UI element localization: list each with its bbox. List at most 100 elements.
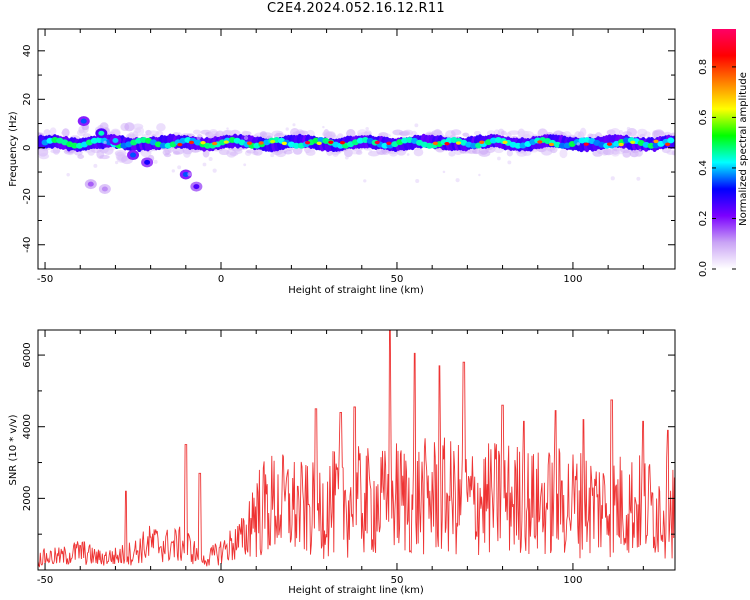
spectrogram-y-tick-label: 0 bbox=[22, 145, 33, 151]
spectrogram-cell bbox=[61, 128, 70, 137]
spectrogram-cell bbox=[177, 165, 182, 170]
spectrogram-cell bbox=[401, 130, 411, 136]
spectrogram-cell bbox=[355, 150, 363, 155]
spectrogram-cell bbox=[292, 142, 300, 149]
spectrogram-cell bbox=[425, 142, 433, 149]
spectrogram-cell bbox=[253, 149, 263, 156]
spectrogram-x-axis-label: Height of straight line (km) bbox=[288, 285, 424, 296]
spectrogram-y-tick-label: 40 bbox=[22, 44, 33, 57]
spectrogram-cell bbox=[292, 123, 296, 127]
spectrogram-cell bbox=[369, 149, 373, 153]
spectrogram-cell bbox=[316, 141, 322, 146]
spectrogram-cell bbox=[583, 142, 589, 146]
spectrogram-cell bbox=[202, 162, 207, 167]
spectrogram-cell bbox=[243, 163, 247, 167]
spectrogram-cell bbox=[234, 148, 243, 154]
spectrogram-cell bbox=[415, 178, 420, 184]
spectrogram-cell bbox=[413, 148, 424, 157]
spectrogram-cell bbox=[200, 140, 206, 145]
spectrogram-x-tick-label: 100 bbox=[563, 274, 582, 285]
spectrogram-cell bbox=[187, 172, 192, 177]
spectrogram-cell bbox=[212, 141, 218, 146]
spectrogram-x-tick-label: 50 bbox=[391, 274, 404, 285]
snr-y-tick-label: 4000 bbox=[22, 414, 33, 439]
spectrogram-cell bbox=[630, 140, 636, 145]
spectrogram-cell bbox=[208, 157, 213, 161]
spectrogram-cell bbox=[551, 149, 556, 153]
spectrogram-x-tick-label: -50 bbox=[37, 274, 53, 285]
spectrogram-cell bbox=[610, 176, 615, 181]
spectrogram-cell bbox=[114, 160, 119, 165]
figure-title: C2E4.2024.052.16.12.R11 bbox=[267, 1, 445, 16]
colorbar-tick-label: 0.0 bbox=[698, 261, 709, 277]
spectrogram-cell bbox=[328, 140, 334, 144]
snr-x-tick-label: 0 bbox=[218, 575, 224, 586]
spectrogram-cell bbox=[450, 129, 462, 136]
spectrogram-cell bbox=[548, 142, 555, 147]
spectrogram-cell bbox=[258, 141, 264, 145]
colorbar-tick-label: 0.6 bbox=[698, 109, 709, 125]
spectrogram-cell bbox=[49, 127, 57, 135]
spectrogram-cell bbox=[285, 127, 289, 131]
spectrogram-cell bbox=[193, 129, 201, 135]
snr-y-axis-label: SNR (10 * v/v) bbox=[8, 414, 19, 485]
spectrogram-cell bbox=[502, 140, 508, 144]
spectrogram-cell bbox=[654, 130, 665, 136]
spectrogram-cell bbox=[386, 141, 392, 146]
spectrogram-cell bbox=[246, 141, 253, 145]
spectrogram-feature bbox=[193, 184, 200, 190]
spectrogram-cell bbox=[196, 135, 201, 140]
spectrogram-cell bbox=[344, 155, 349, 160]
spectrogram-cell bbox=[497, 156, 501, 161]
snr-plot-area bbox=[38, 330, 675, 570]
spectrogram-x-tick-label: 0 bbox=[218, 274, 224, 285]
spectrogram-feature bbox=[101, 186, 108, 192]
spectrogram-cell bbox=[507, 160, 512, 165]
spectrogram-feature bbox=[98, 130, 105, 136]
spectrogram-y-tick-label: -40 bbox=[22, 237, 33, 253]
snr-frame bbox=[37, 329, 676, 571]
spectrogram-y-tick-label: 20 bbox=[22, 93, 33, 106]
spectrogram-cell bbox=[99, 154, 110, 160]
spectrogram-feature bbox=[144, 159, 151, 165]
spectrogram-cell bbox=[559, 148, 568, 159]
spectrogram-panel: -50 0 50 100 -40 -20 0 20 40 Height of straight … bbox=[8, 28, 676, 296]
snr-y-tick-label: 6000 bbox=[22, 342, 33, 367]
spectrogram-cell bbox=[223, 140, 229, 144]
spectrogram-cell bbox=[103, 140, 107, 145]
spectrogram-cell bbox=[442, 170, 446, 174]
spectrogram-cell bbox=[204, 142, 212, 149]
spectrogram-cell bbox=[448, 150, 456, 157]
spectrogram-cell bbox=[339, 140, 346, 145]
spectrogram-cell bbox=[159, 142, 167, 149]
spectrogram-cell bbox=[618, 129, 623, 134]
spectrogram-cell bbox=[618, 142, 624, 147]
snr-x-axis-label: Height of straight line (km) bbox=[288, 585, 424, 596]
spectrogram-cell bbox=[93, 163, 98, 168]
spectrogram-cell bbox=[365, 127, 369, 131]
spectrogram-cell bbox=[622, 149, 631, 158]
snr-ticks: -50 0 50 100 2000 4000 6000 bbox=[22, 330, 675, 586]
snr-x-tick-label: 50 bbox=[391, 575, 404, 586]
spectrogram-cell bbox=[135, 126, 145, 136]
spectrogram-cell bbox=[226, 127, 229, 130]
spectrogram-frame bbox=[37, 28, 676, 270]
spectrogram-feature bbox=[112, 138, 119, 144]
spectrogram-cell bbox=[77, 154, 85, 159]
spectrogram-feature bbox=[87, 181, 94, 187]
spectrogram-cell bbox=[38, 153, 50, 160]
spectrogram-cell bbox=[124, 122, 135, 132]
snr-panel: -50 0 50 100 2000 4000 6000 Height of straight… bbox=[8, 329, 676, 596]
spectrogram-feature bbox=[182, 171, 189, 177]
spectrogram-cell bbox=[171, 169, 175, 173]
colorbar-ramp bbox=[712, 29, 736, 269]
spectrogram-cell bbox=[666, 149, 675, 155]
spectrogram-cell bbox=[270, 139, 276, 144]
spectrogram-cell bbox=[243, 135, 249, 141]
spectrogram-cell bbox=[579, 127, 587, 137]
spectrogram-cell bbox=[478, 173, 481, 177]
spectrogram-cell bbox=[270, 153, 275, 158]
spectrogram-cell bbox=[636, 176, 641, 181]
spectrogram-y-tick-label: -20 bbox=[22, 188, 33, 204]
